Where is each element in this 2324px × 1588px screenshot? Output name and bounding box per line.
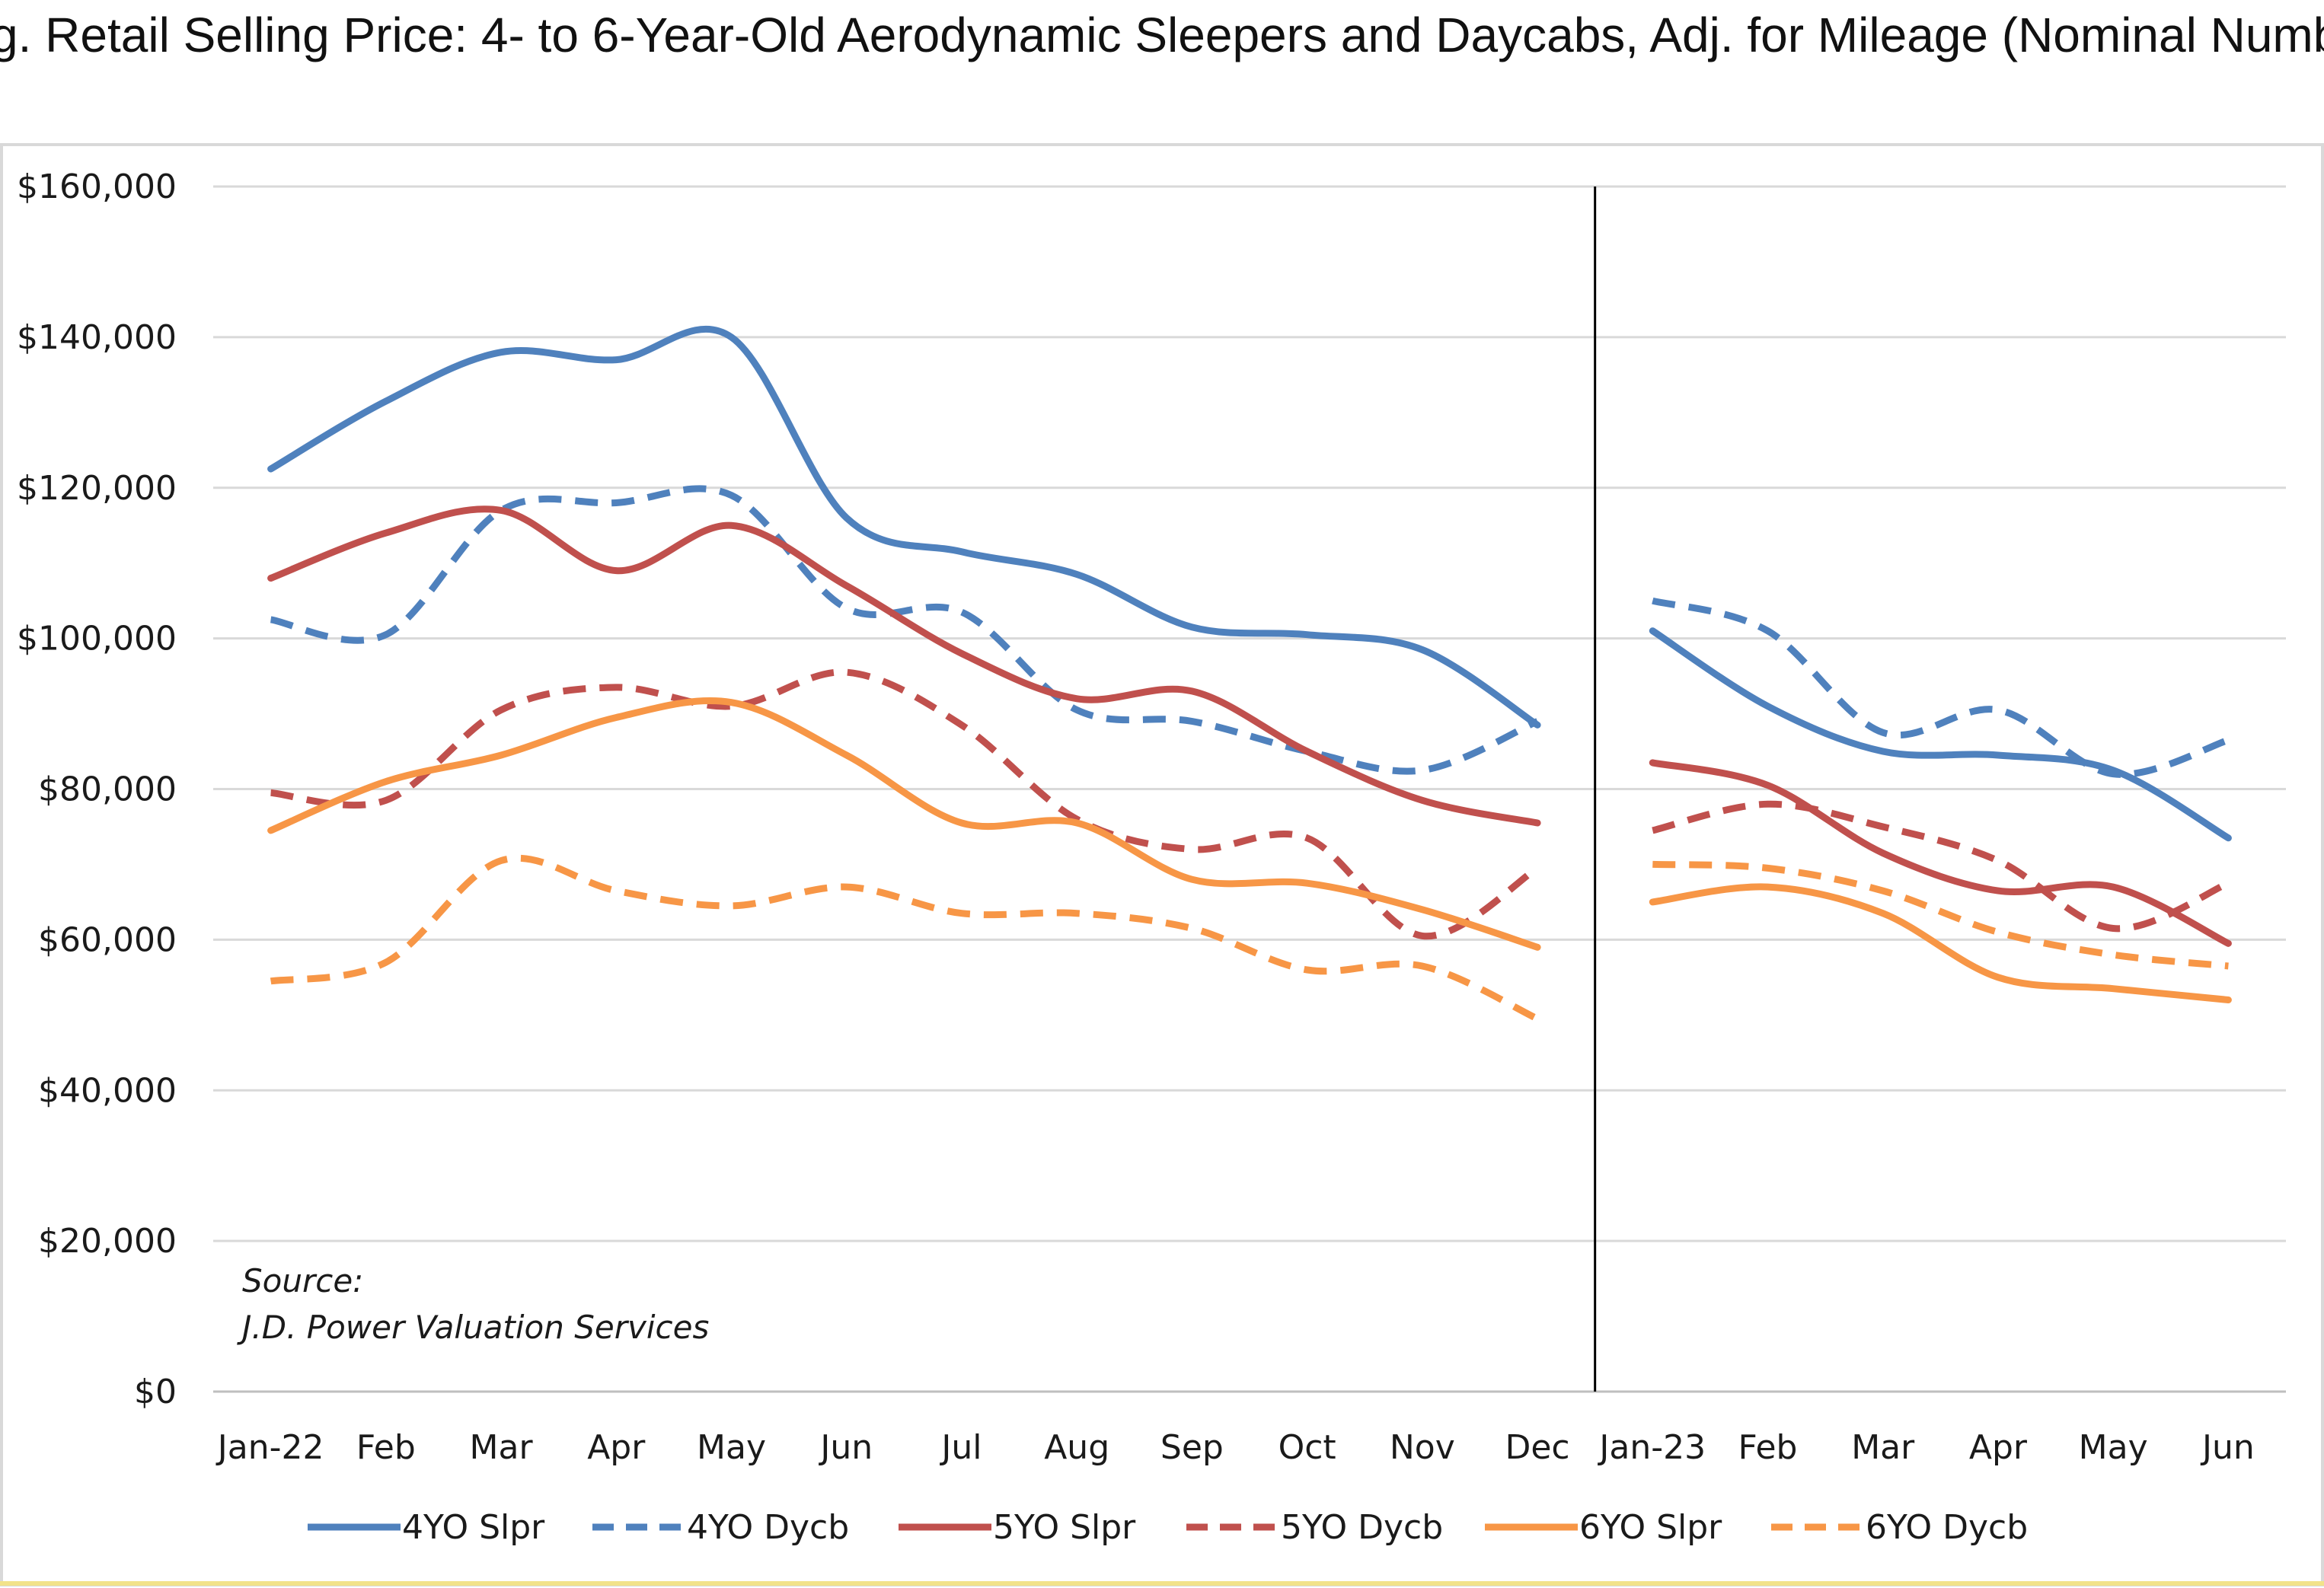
y-tick-label: $20,000 — [38, 1222, 177, 1261]
legend-label-5yo-slpr: 5YO Slpr — [993, 1508, 1136, 1547]
gridlines — [213, 185, 2286, 1393]
x-tick-label: Jan-23 — [1597, 1428, 1706, 1467]
x-tick-label: Jun — [2200, 1428, 2255, 1467]
series-line-6yo-slpr-2022 — [267, 697, 1541, 951]
x-tick-label: Jan-22 — [215, 1428, 324, 1467]
y-tick-label: $80,000 — [38, 770, 177, 809]
x-tick-label: Feb — [1738, 1428, 1798, 1467]
x-tick-label: Mar — [470, 1428, 534, 1467]
series-line-5yo-dycb-2023 — [1652, 800, 2230, 933]
series-line-4yo-dycb-2023 — [1652, 597, 2230, 778]
x-tick-label: Apr — [1969, 1428, 2028, 1467]
x-tick-label: Oct — [1279, 1428, 1336, 1467]
y-tick-label: $0 — [134, 1373, 177, 1411]
y-tick-label: $40,000 — [38, 1071, 177, 1110]
x-tick-label: Feb — [356, 1428, 416, 1467]
series-line-4yo-slpr-2023 — [1649, 627, 2232, 842]
x-tick-label: Nov — [1390, 1428, 1455, 1467]
series-line-6yo-dycb-2022 — [270, 854, 1540, 1022]
series-line-5yo-slpr-2023 — [1649, 759, 2232, 947]
legend-label-6yo-slpr: 6YO Slpr — [1579, 1508, 1722, 1547]
y-tick-label: $60,000 — [38, 920, 177, 959]
legend-label-6yo-dycb: 6YO Dycb — [1866, 1508, 2028, 1547]
source-label: Source: — [242, 1262, 363, 1299]
x-tick-label: May — [2079, 1428, 2148, 1467]
y-axis-tick-labels: $0 $20,000 $40,000 $60,000 $80,000 $100,000 $1… — [17, 167, 177, 1411]
x-tick-label: May — [697, 1428, 766, 1467]
x-tick-label: Mar — [1851, 1428, 1915, 1467]
source-text: J.D. Power Valuation Services — [237, 1309, 709, 1346]
series-line-6yo-dycb-2023 — [1652, 860, 2229, 970]
source-note: Source: J.D. Power Valuation Services — [237, 1262, 709, 1346]
x-tick-label: Sep — [1160, 1428, 1224, 1467]
x-axis-tick-labels: Jan-22 Feb Mar Apr May Jun Jul Aug Sep Oct Nov Dec J… — [215, 1428, 2255, 1467]
legend: 4YO Slpr 4YO Dycb 5YO Slpr 5YO Dycb 6YO Slpr… — [308, 1508, 2028, 1547]
x-tick-label: Apr — [587, 1428, 646, 1467]
series-line-6yo-slpr-2023 — [1649, 883, 2232, 1003]
y-tick-label: $100,000 — [17, 620, 177, 658]
y-tick-label: $120,000 — [17, 469, 177, 508]
legend-label-4yo-slpr: 4YO Slpr — [402, 1508, 545, 1547]
series-line-4yo-slpr-2022 — [267, 325, 1541, 729]
x-tick-label: Jun — [818, 1428, 873, 1467]
y-tick-label: $160,000 — [17, 167, 177, 206]
series-line-5yo-dycb-2022 — [270, 668, 1540, 940]
series-line-5yo-slpr-2022 — [267, 505, 1541, 827]
legend-label-5yo-dycb: 5YO Dycb — [1281, 1508, 1443, 1547]
series-lines — [267, 325, 2232, 1022]
y-tick-label: $140,000 — [17, 318, 177, 357]
chart-title: g. Retail Selling Price: 4- to 6-Year-Ol… — [0, 8, 2324, 62]
x-tick-label: Dec — [1505, 1428, 1569, 1467]
x-tick-label: Jul — [939, 1428, 982, 1467]
legend-label-4yo-dycb: 4YO Dycb — [687, 1508, 849, 1547]
x-tick-label: Aug — [1044, 1428, 1109, 1467]
